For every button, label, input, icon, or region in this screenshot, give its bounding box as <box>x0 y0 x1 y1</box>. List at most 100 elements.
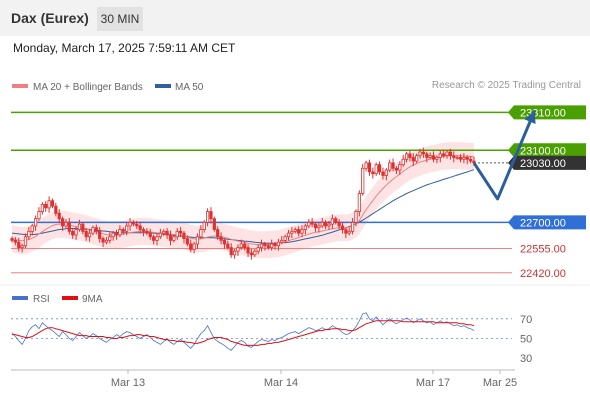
title-bar: Dax (Eurex) 30 MIN <box>0 0 590 36</box>
timeframe-button[interactable]: 30 MIN <box>97 7 143 31</box>
x-tick-label: Mar 17 <box>416 377 450 389</box>
candle-body <box>98 230 102 239</box>
candle-body <box>418 151 422 157</box>
candle <box>263 241 267 251</box>
candle <box>469 156 473 164</box>
candle-body <box>101 238 105 243</box>
candle-body <box>469 158 473 162</box>
x-tick-label: Mar 14 <box>264 377 298 389</box>
rsi-legend-swatch <box>12 296 28 300</box>
candle <box>293 227 297 234</box>
candle <box>67 218 71 235</box>
candle-body <box>398 164 402 171</box>
candle <box>310 218 314 228</box>
candle <box>404 151 409 163</box>
candle <box>411 153 415 166</box>
candle <box>327 220 331 230</box>
candle <box>334 216 338 225</box>
candle-body <box>71 230 75 236</box>
rsi-legend: RSI 9MA <box>12 294 103 305</box>
candle-body <box>465 157 469 160</box>
candle <box>425 151 429 163</box>
ma50-legend-label: MA 50 <box>175 82 204 93</box>
candle-body <box>222 239 227 245</box>
candle <box>253 249 257 257</box>
candle-body <box>94 227 98 232</box>
candle-body <box>152 236 156 241</box>
candle <box>286 229 291 241</box>
candle <box>266 242 270 250</box>
candle-body <box>303 225 307 230</box>
candle <box>64 219 68 229</box>
candle <box>54 202 58 217</box>
candle-body <box>205 211 210 223</box>
candle-body <box>44 203 48 209</box>
candle-body <box>246 247 250 254</box>
candle <box>229 243 233 258</box>
candle-body <box>266 245 270 248</box>
last-price-tag: 23030.00 <box>508 155 586 170</box>
rsi-plot-area: 70 50 30 <box>11 312 532 365</box>
ma50-legend-swatch <box>155 84 171 88</box>
candle-body <box>270 243 274 248</box>
candle <box>297 226 301 237</box>
candle-body <box>47 200 51 209</box>
candle-body <box>354 211 358 223</box>
last-price-tag-shape <box>508 155 586 170</box>
candle-body <box>324 221 328 227</box>
candle-body <box>125 225 129 232</box>
candle <box>361 163 365 196</box>
x-tick-label: Mar 25 <box>483 377 517 389</box>
candle <box>192 241 196 254</box>
candle-body <box>172 236 176 241</box>
level-tag-resistance: 23100.00 <box>508 143 586 158</box>
candle-body <box>23 236 28 247</box>
candle <box>111 230 115 241</box>
candle <box>74 226 78 240</box>
candle <box>155 233 159 246</box>
candle <box>340 221 345 234</box>
candle <box>125 222 129 236</box>
candle <box>249 248 254 260</box>
candle <box>394 166 399 175</box>
candle <box>185 235 189 247</box>
candle-body <box>445 151 449 157</box>
candle-body <box>148 232 152 238</box>
candle <box>452 151 456 163</box>
candle-body <box>263 243 267 247</box>
candle-body <box>20 245 24 248</box>
level-tag-shape <box>508 105 586 120</box>
candle-body <box>229 247 233 256</box>
candle-body <box>54 205 58 214</box>
candle <box>27 227 31 240</box>
candle <box>259 239 264 252</box>
candle-body <box>394 167 399 171</box>
candle <box>458 154 463 163</box>
candle-body <box>135 223 139 227</box>
candle-body <box>313 223 318 229</box>
candle <box>283 234 287 244</box>
candle <box>391 158 395 172</box>
candle <box>354 209 358 227</box>
candle <box>381 167 385 180</box>
candle-body <box>141 229 146 232</box>
candle-body <box>168 234 173 241</box>
candle <box>435 155 439 164</box>
candle <box>165 228 169 239</box>
candle <box>455 155 459 160</box>
candle-body <box>37 211 41 220</box>
candle-body <box>118 229 122 236</box>
candle-body <box>84 230 88 238</box>
candle <box>374 162 378 176</box>
candle-body <box>371 171 375 175</box>
candle-body <box>415 155 419 162</box>
candle <box>256 244 260 255</box>
candle <box>179 227 183 238</box>
candle-body <box>334 218 338 223</box>
candle-body <box>448 151 452 157</box>
level-label-target: 22420.00 <box>520 268 566 280</box>
candle <box>465 155 469 165</box>
candle-body <box>77 223 82 230</box>
candle-body <box>138 225 142 230</box>
candle-body <box>128 221 132 227</box>
